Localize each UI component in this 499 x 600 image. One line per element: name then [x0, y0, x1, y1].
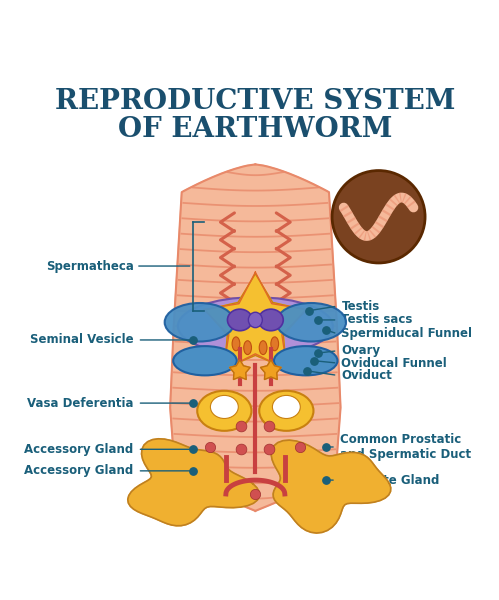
Ellipse shape [259, 391, 313, 431]
Polygon shape [260, 360, 281, 379]
Text: Oviducal Funnel: Oviducal Funnel [341, 356, 447, 370]
Point [189, 466, 197, 476]
Ellipse shape [165, 303, 235, 341]
Point [189, 445, 197, 454]
Text: Spermiducal Funnel: Spermiducal Funnel [341, 328, 473, 340]
Polygon shape [170, 164, 341, 511]
Point [238, 445, 246, 454]
Ellipse shape [178, 297, 333, 355]
Ellipse shape [249, 312, 262, 328]
Point [251, 489, 259, 499]
Point [265, 445, 273, 454]
Polygon shape [128, 439, 259, 526]
Point [322, 442, 330, 452]
Text: OF EARTHWORM: OF EARTHWORM [118, 116, 393, 143]
Text: Common Prostatic
and Spermatic Duct: Common Prostatic and Spermatic Duct [340, 433, 471, 461]
Ellipse shape [258, 309, 283, 331]
Point [296, 442, 304, 452]
Point [305, 306, 313, 316]
Text: Oviduct: Oviduct [341, 369, 392, 382]
Point [322, 475, 330, 485]
Point [310, 356, 318, 365]
Text: Accessory Gland: Accessory Gland [24, 443, 134, 456]
Ellipse shape [197, 391, 251, 431]
Ellipse shape [259, 341, 267, 355]
Text: Testis: Testis [341, 299, 380, 313]
Ellipse shape [276, 303, 346, 341]
Point [207, 442, 215, 452]
Circle shape [332, 170, 425, 263]
Ellipse shape [244, 341, 251, 355]
Point [189, 335, 197, 345]
Text: REPRODUCTIVE SYSTEM: REPRODUCTIVE SYSTEM [55, 88, 456, 115]
Polygon shape [230, 360, 250, 379]
Text: Vasa Deferentia: Vasa Deferentia [27, 397, 134, 410]
Point [322, 325, 330, 335]
Polygon shape [271, 440, 391, 533]
Ellipse shape [274, 346, 337, 376]
Ellipse shape [228, 309, 252, 331]
Text: Accessory Gland: Accessory Gland [24, 464, 134, 478]
Point [265, 421, 273, 431]
Point [314, 315, 322, 325]
Text: Prostate Gland: Prostate Gland [340, 473, 439, 487]
Polygon shape [205, 274, 305, 368]
Ellipse shape [272, 395, 300, 419]
Ellipse shape [271, 337, 278, 351]
Text: Seminal Vesicle: Seminal Vesicle [30, 334, 134, 346]
Ellipse shape [232, 337, 240, 351]
Point [314, 348, 322, 358]
Text: Spermatheca: Spermatheca [46, 260, 134, 272]
Point [189, 398, 197, 408]
Text: Ovary: Ovary [341, 344, 381, 357]
Ellipse shape [211, 395, 239, 419]
Ellipse shape [173, 346, 237, 376]
Text: Testis sacs: Testis sacs [341, 313, 413, 326]
Point [238, 421, 246, 431]
Point [302, 366, 310, 376]
